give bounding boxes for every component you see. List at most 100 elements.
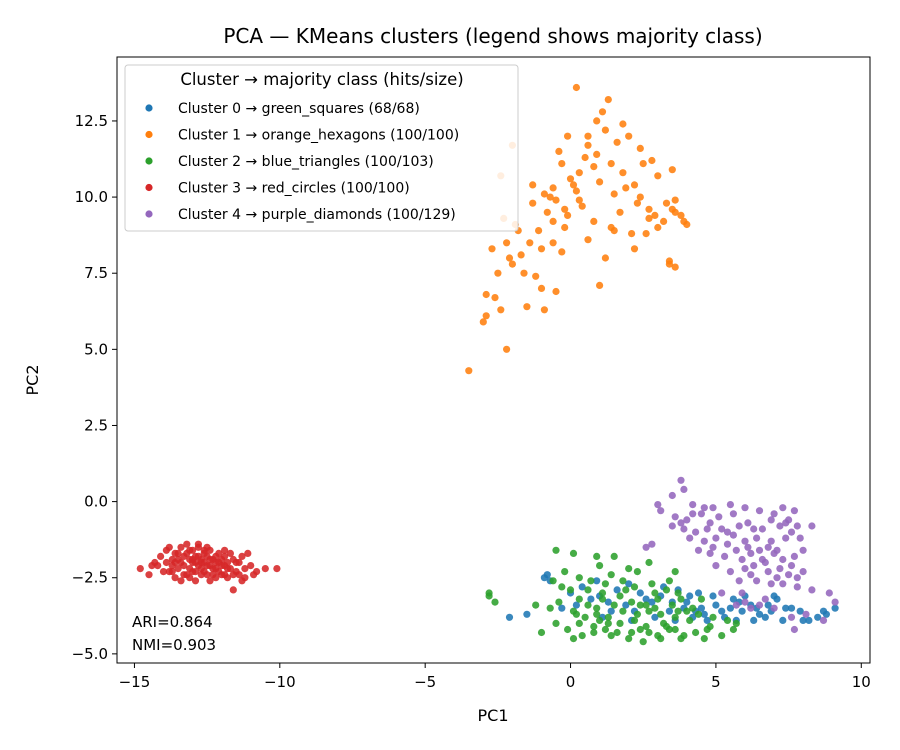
y-tick-label-2: 0.0 [84, 493, 108, 511]
cluster-4-point-3 [654, 501, 662, 509]
cluster-3-point-81 [215, 558, 223, 567]
cluster-0-point-56 [540, 574, 549, 582]
cluster-4-point-46 [747, 549, 755, 558]
cluster-2-point-8 [633, 568, 642, 576]
cluster-1-point-32 [613, 138, 621, 146]
cluster-4-point-54 [741, 565, 749, 573]
cluster-4-point-85 [729, 531, 738, 539]
cluster-2-point-70 [642, 601, 650, 609]
cluster-2-point-9 [645, 558, 653, 567]
cluster-4-point-18 [808, 522, 816, 530]
plot-frame [116, 56, 871, 664]
cluster-4-point-91 [744, 543, 752, 551]
cluster-4-point-64 [793, 583, 801, 591]
cluster-0-point-18 [703, 616, 711, 625]
cluster-4-point-95 [723, 528, 732, 536]
legend-label-cluster-1: Cluster 1 → orange_hexagons (100/100) [178, 128, 459, 144]
cluster-2-point-71 [674, 589, 682, 597]
x-tick-label-4: 5 [711, 673, 721, 691]
cluster-2-point-15 [601, 580, 610, 588]
cluster-1-point-82 [654, 223, 662, 232]
cluster-4-point-55 [750, 562, 758, 570]
cluster-3-point-82 [235, 571, 243, 579]
cluster-4-point-92 [761, 558, 769, 567]
legend-marker-cluster-2 [145, 157, 153, 165]
cluster-2-point-25 [654, 595, 662, 603]
cluster-1-point-88 [645, 214, 653, 222]
x-tick-label-1: −10 [264, 673, 296, 691]
cluster-4-point-10 [683, 516, 691, 524]
cluster-2-point-99 [709, 613, 717, 621]
cluster-1-point-30 [598, 108, 607, 116]
cluster-0-point-8 [613, 586, 621, 594]
cluster-1-point-92 [529, 181, 537, 189]
cluster-2-point-30 [593, 610, 601, 618]
cluster-3-point-85 [171, 549, 179, 558]
cluster-2-point-6 [610, 552, 618, 561]
cluster-3-point-74 [241, 574, 249, 582]
cluster-2-point-75 [587, 577, 595, 585]
cluster-1-point-65 [540, 306, 549, 314]
legend-marker-cluster-4 [145, 210, 153, 218]
cluster-0-point-47 [805, 616, 813, 625]
cluster-1-point-55 [590, 217, 598, 225]
cluster-3-point-50 [273, 565, 281, 573]
cluster-1-point-52 [642, 230, 650, 238]
cluster-2-point-42 [601, 625, 610, 634]
cluster-4-point-82 [773, 546, 781, 554]
cluster-4-point-72 [787, 613, 796, 621]
cluster-2-point-93 [697, 595, 706, 603]
cluster-4-point-38 [767, 537, 775, 545]
cluster-1-point-45 [645, 205, 653, 213]
series-cluster-2 [485, 546, 740, 646]
x-axis-label: PC1 [478, 706, 509, 725]
cluster-0-point-60 [819, 607, 828, 615]
cluster-0-point-64 [770, 592, 778, 600]
cluster-1-point-67 [671, 263, 679, 271]
cluster-1-point-4 [482, 290, 490, 299]
cluster-2-point-91 [598, 589, 607, 597]
series-cluster-4 [642, 476, 839, 634]
cluster-1-point-68 [665, 260, 674, 268]
cluster-1-point-93 [549, 184, 557, 192]
cluster-4-point-24 [735, 522, 743, 530]
cluster-4-point-32 [686, 534, 694, 542]
cluster-4-point-70 [755, 601, 764, 609]
cluster-1-point-42 [668, 166, 676, 174]
cluster-4-point-25 [744, 519, 752, 527]
cluster-1-point-14 [549, 217, 557, 225]
cluster-4-point-97 [767, 516, 775, 524]
cluster-2-point-13 [549, 577, 557, 585]
cluster-4-point-53 [726, 568, 735, 576]
cluster-1-point-38 [572, 83, 581, 92]
cluster-4-point-4 [657, 507, 665, 515]
cluster-2-point-90 [628, 598, 636, 606]
cluster-0-point-37 [761, 613, 769, 621]
cluster-4-point-12 [715, 513, 723, 521]
y-tick-label-3: 2.5 [84, 416, 108, 434]
y-tick-label-1: −2.5 [72, 569, 108, 587]
cluster-2-point-95 [604, 619, 612, 628]
cluster-4-point-39 [782, 534, 790, 542]
x-tick-label-3: 0 [566, 673, 576, 691]
cluster-2-point-85 [613, 628, 621, 637]
cluster-4-point-69 [741, 598, 749, 606]
cluster-1-point-79 [569, 181, 578, 189]
cluster-2-point-26 [677, 595, 685, 603]
cluster-0-point-44 [718, 607, 726, 615]
legend-label-cluster-2: Cluster 2 → blue_triangles (100/103) [178, 154, 434, 170]
cluster-2-point-36 [671, 613, 679, 621]
cluster-2-point-2 [491, 598, 499, 606]
legend-label-cluster-3: Cluster 3 → red_circles (100/100) [178, 181, 410, 197]
cluster-4-point-2 [668, 491, 676, 500]
cluster-1-point-59 [549, 239, 557, 247]
cluster-2-point-29 [581, 613, 589, 621]
cluster-1-point-29 [593, 117, 601, 125]
cluster-3-point-57 [223, 574, 232, 582]
cluster-3-point-46 [241, 565, 249, 573]
cluster-4-point-37 [753, 534, 761, 542]
cluster-4-point-75 [790, 625, 799, 634]
cluster-2-point-55 [639, 638, 647, 646]
cluster-3-point-73 [232, 558, 240, 567]
ari-annotation: ARI=0.864 [132, 613, 213, 631]
